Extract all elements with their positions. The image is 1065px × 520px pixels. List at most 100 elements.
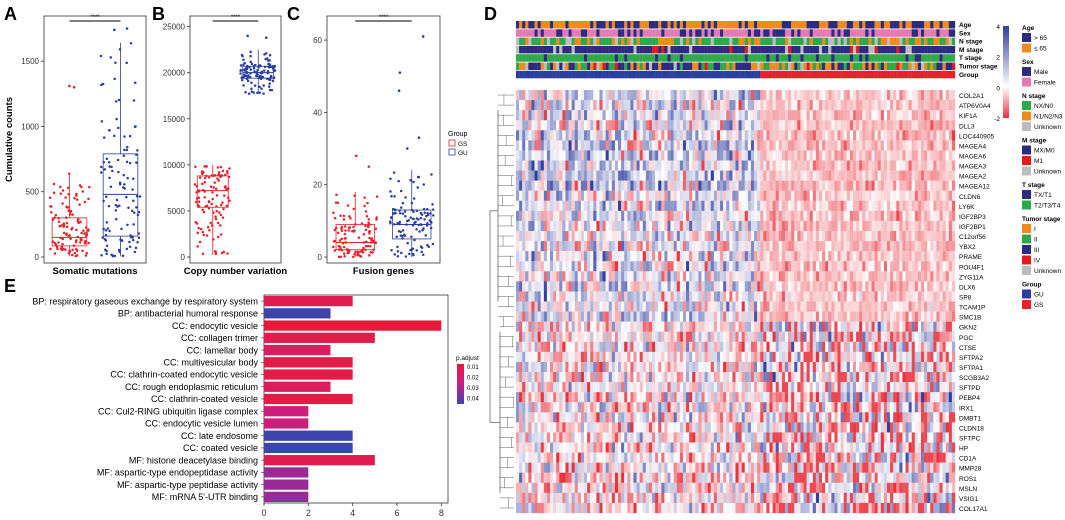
data-point-gs xyxy=(343,225,347,228)
heatmap-cell xyxy=(614,160,619,171)
data-point-gs xyxy=(197,226,200,230)
data-point-gu xyxy=(100,253,103,257)
heatmap-cell xyxy=(642,150,646,161)
annotation-cell xyxy=(673,45,677,54)
data-point-gs xyxy=(198,176,202,179)
annotation-cell xyxy=(849,54,854,62)
annotation-cell xyxy=(754,70,758,79)
heatmap-cell xyxy=(806,170,810,181)
annotation-cell xyxy=(593,54,597,62)
heatmap-cell xyxy=(939,190,943,201)
heatmap-cell xyxy=(732,110,736,121)
heatmap-cell xyxy=(692,170,696,181)
heatmap-cell xyxy=(645,200,650,212)
heatmap-cell xyxy=(784,90,789,101)
heatmap-cell xyxy=(788,100,792,111)
heatmap-cell xyxy=(735,210,739,222)
data-point-gu xyxy=(425,224,429,227)
annotation-cell xyxy=(574,29,578,37)
heatmap-cell xyxy=(682,100,687,111)
data-point-gu xyxy=(240,78,244,82)
data-point-gu xyxy=(397,179,400,183)
heatmap-cell xyxy=(605,301,609,312)
x-tick-label: 4 xyxy=(350,508,355,518)
annotation-cell xyxy=(704,70,708,79)
heatmap-cell xyxy=(661,180,665,191)
heatmap-cell xyxy=(531,110,535,121)
heatmap-cell xyxy=(562,301,566,312)
heatmap-cell xyxy=(695,281,699,292)
annotation-cell xyxy=(633,37,637,46)
heatmap-cell xyxy=(945,261,949,272)
heatmap-cell xyxy=(618,291,622,302)
heatmap-cell xyxy=(525,100,529,111)
heatmap-cell xyxy=(760,251,764,262)
heatmap-cell xyxy=(905,150,909,161)
heatmap-cell xyxy=(516,120,520,131)
heatmap-cell xyxy=(868,190,872,201)
annotation-cell xyxy=(707,54,711,62)
heatmap-cell xyxy=(914,301,919,312)
data-point-gs xyxy=(215,209,218,213)
heatmap-cell xyxy=(611,170,616,181)
heatmap-cell xyxy=(741,210,745,222)
heatmap-cell xyxy=(852,150,857,161)
heatmap-cell xyxy=(593,140,597,151)
annotation-cell xyxy=(865,62,869,70)
annotation-cell xyxy=(676,70,681,79)
heatmap-cell xyxy=(902,210,906,222)
data-point-gu xyxy=(258,64,262,67)
annotation-cell xyxy=(760,70,764,79)
annotation-cell xyxy=(614,21,619,29)
heatmap-cell xyxy=(815,110,820,121)
annotation-cell xyxy=(614,45,619,54)
heatmap-cell xyxy=(645,241,650,252)
data-point-gu xyxy=(392,223,396,226)
heatmap-cell xyxy=(825,220,829,232)
enrichment-bar xyxy=(264,369,353,380)
annotation-cell xyxy=(893,45,897,54)
data-point-gs xyxy=(217,179,221,182)
heatmap-cell xyxy=(837,200,841,212)
annotation-cell xyxy=(902,29,906,37)
data-point-gs xyxy=(60,224,63,227)
annotation-cell xyxy=(686,70,690,79)
heatmap-cell xyxy=(834,160,838,171)
heatmap-cell xyxy=(599,150,603,161)
heatmap-cell xyxy=(679,180,684,191)
heatmap-cell xyxy=(914,220,919,232)
heatmap-cell xyxy=(574,100,578,111)
annotation-cell xyxy=(630,45,634,54)
annotation-cell xyxy=(608,29,612,37)
heatmap-cell xyxy=(673,220,677,232)
data-point-gu xyxy=(401,212,405,215)
annotation-cell xyxy=(618,54,622,62)
heatmap-cell xyxy=(788,200,792,212)
data-point-gu xyxy=(104,233,108,237)
heatmap-cell xyxy=(825,120,829,131)
data-point-gu xyxy=(131,188,134,191)
heatmap-cell xyxy=(822,220,826,232)
data-point-gs xyxy=(356,253,359,257)
heatmap-cell xyxy=(624,110,628,121)
data-point-gu xyxy=(113,77,116,81)
data-point-gs xyxy=(219,165,223,169)
heatmap-cell xyxy=(871,90,875,101)
heatmap-cell xyxy=(580,231,585,242)
heatmap-cell xyxy=(689,180,693,191)
heatmap-cell xyxy=(593,120,597,131)
heatmap-cell xyxy=(525,110,529,121)
heatmap-cell xyxy=(818,110,823,121)
data-point-gs xyxy=(353,253,356,256)
heatmap-cell xyxy=(596,281,600,292)
data-point-gs xyxy=(61,242,64,246)
heatmap-cell xyxy=(528,291,532,302)
heatmap-cell xyxy=(574,241,578,252)
heatmap-cell xyxy=(716,291,721,302)
annotation-cell xyxy=(716,54,721,62)
data-point-gs xyxy=(84,226,88,229)
heatmap-cell xyxy=(720,231,724,242)
data-point-gu xyxy=(389,220,392,223)
annotation-cell xyxy=(852,54,857,62)
annotation-cell xyxy=(658,21,662,29)
